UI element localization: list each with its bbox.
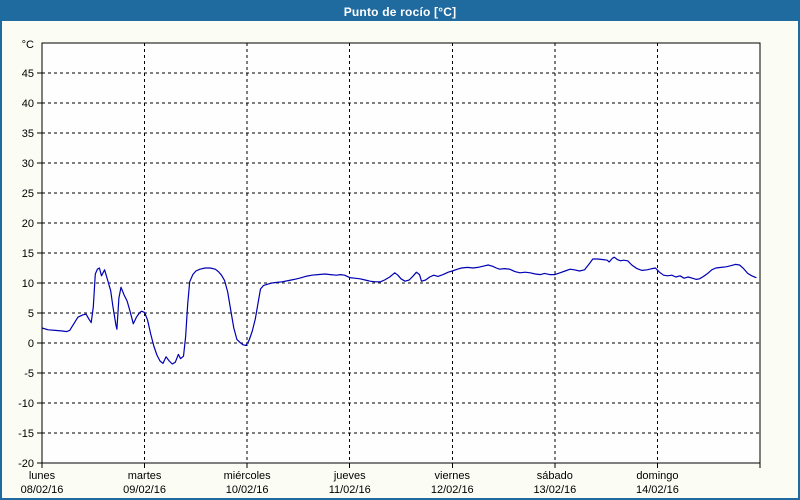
x-day-name-label: martes: [128, 470, 162, 482]
x-day-name-label: miércoles: [224, 470, 272, 482]
y-tick-label: 35: [22, 128, 34, 140]
x-day-name-label: sábado: [537, 470, 573, 482]
y-tick-label: 15: [22, 248, 34, 260]
x-date-label: 14/02/16: [636, 484, 679, 496]
y-tick-label: 30: [22, 158, 34, 170]
chart-title-bar: Punto de rocío [°C]: [2, 2, 798, 21]
x-date-label: 13/02/16: [533, 484, 576, 496]
x-day-name-label: jueves: [333, 470, 366, 482]
x-day-name-label: domingo: [636, 470, 678, 482]
x-day-name-label: lunes: [29, 470, 56, 482]
y-tick-label: -10: [18, 398, 34, 410]
y-tick-label: 10: [22, 278, 34, 290]
y-tick-label: 45: [22, 68, 34, 80]
x-date-label: 09/02/16: [123, 484, 166, 496]
y-tick-label: -15: [18, 428, 34, 440]
dewpoint-series-line: [41, 256, 757, 365]
y-tick-label: 25: [22, 188, 34, 200]
x-date-label: 10/02/16: [226, 484, 269, 496]
y-tick-label: 0: [28, 338, 34, 350]
y-tick-label: -5: [24, 368, 34, 380]
y-tick-label: -20: [18, 458, 34, 470]
x-day-name-label: viernes: [435, 470, 471, 482]
plot-background: [42, 43, 760, 463]
chart-title: Punto de rocío [°C]: [343, 4, 457, 19]
x-date-label: 11/02/16: [329, 484, 371, 496]
y-tick-label: 40: [22, 98, 34, 110]
x-date-label: 12/02/16: [431, 484, 474, 496]
plot-frame: [41, 42, 761, 464]
y-tick-label: 20: [22, 218, 34, 230]
y-axis-unit-label: °C: [22, 39, 34, 51]
x-date-label: 08/02/16: [21, 484, 64, 496]
y-tick-label: 5: [28, 308, 34, 320]
